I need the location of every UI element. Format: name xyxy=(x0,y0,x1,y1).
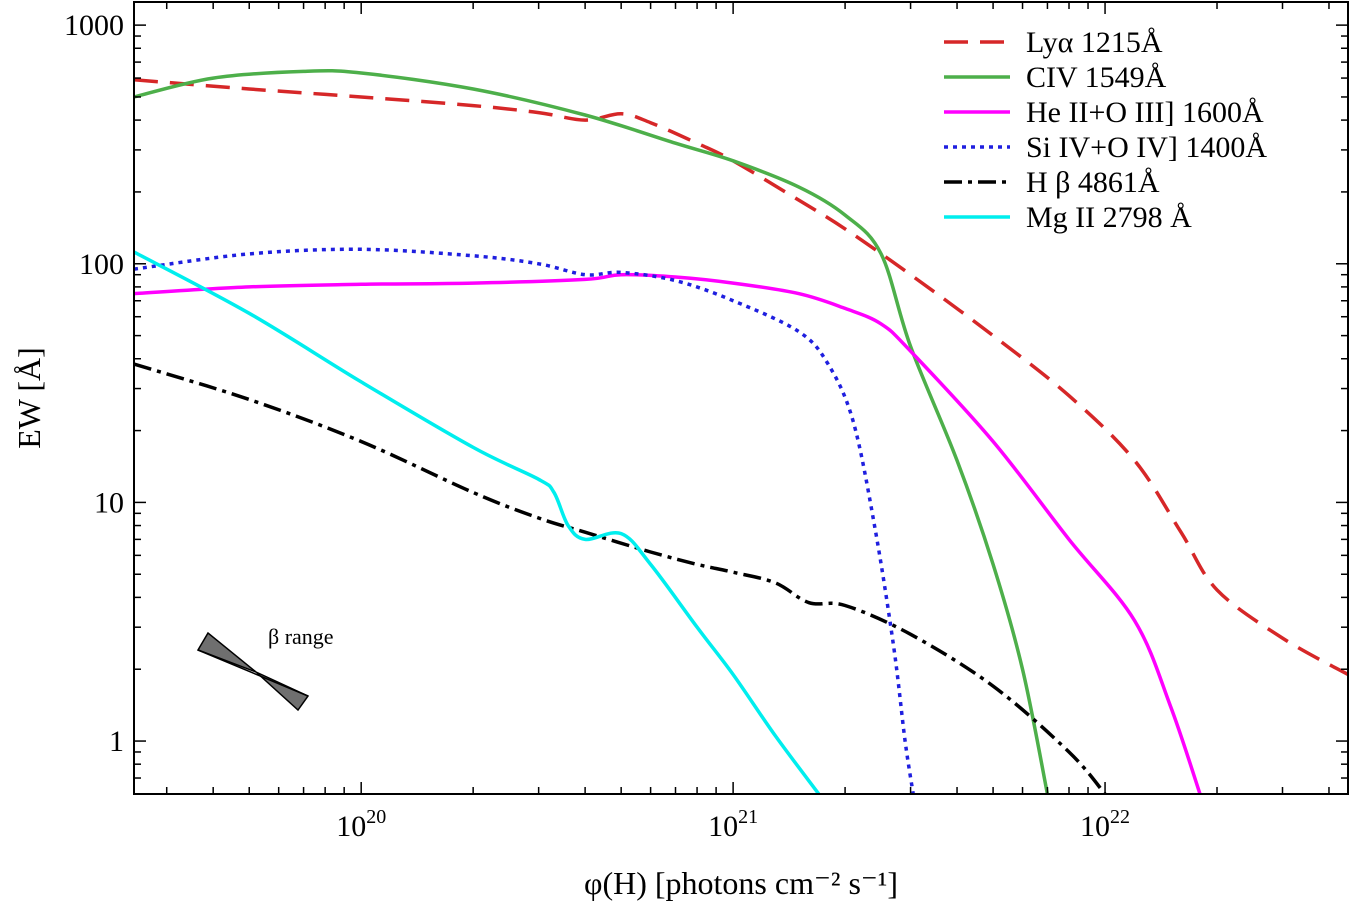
x-tick-label: 1022 xyxy=(1080,806,1130,843)
y-tick-label: 1 xyxy=(109,725,124,758)
plot-frame xyxy=(133,1,1349,795)
legend-label-he-ii-o-iii-1600: He II+O III] 1600Å xyxy=(1026,96,1264,129)
series-line-civ-1549 xyxy=(134,68,1050,794)
beta-range-wedge-upper xyxy=(196,631,257,673)
x-tick-label: 1021 xyxy=(708,806,758,843)
series-line-he-ii-o-iii-1600 xyxy=(134,272,1202,794)
beta-range-line xyxy=(197,649,309,697)
legend-label-mg-ii-2798: Mg II 2798 Å xyxy=(1026,201,1192,234)
legend-label-h-4861: H β 4861Å xyxy=(1026,166,1160,199)
y-tick-label: 1000 xyxy=(64,9,124,42)
series-line-ly-1215 xyxy=(134,78,1348,677)
beta-range-annotation: β range xyxy=(196,624,334,712)
legend-label-ly-1215: Lyα 1215Å xyxy=(1026,26,1163,59)
series-layer xyxy=(134,68,1348,794)
x-axis-title: φ(H) [photons cm⁻² s⁻¹] xyxy=(584,865,898,901)
beta-range-label: β range xyxy=(268,624,334,649)
x-tick-label: 1020 xyxy=(336,806,386,843)
series-line-h-4861 xyxy=(134,362,1107,794)
beta-range-wedge-lower xyxy=(255,671,310,712)
legend-label-civ-1549: CIV 1549Å xyxy=(1026,61,1167,94)
y-axis-title: EW [Å] xyxy=(11,347,47,449)
series-line-mg-ii-2798 xyxy=(134,250,821,794)
tick-layer: 1 10 100 1000 1020 1021 1022 xyxy=(64,2,1348,843)
y-tick-label: 10 xyxy=(94,486,124,519)
y-tick-label: 100 xyxy=(79,248,124,281)
series-line-si-iv-o-iv-1400 xyxy=(134,247,915,794)
legend-label-si-iv-o-iv-1400: Si IV+O IV] 1400Å xyxy=(1026,131,1267,164)
